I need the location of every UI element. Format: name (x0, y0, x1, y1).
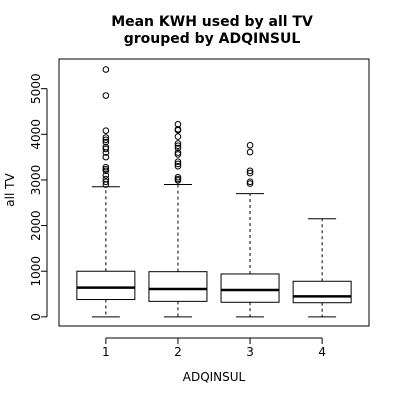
outlier-point (174, 162, 182, 170)
outlier-point (102, 145, 110, 153)
outlier-point (102, 127, 110, 134)
iqr-box (292, 280, 352, 304)
outlier-point (102, 66, 110, 73)
outlier-point (102, 181, 110, 188)
y-tick-label: 1000 (29, 256, 43, 287)
outlier-point (246, 141, 254, 149)
outlier-point (102, 165, 110, 173)
outlier-point (246, 167, 254, 175)
box-group-4 (292, 218, 352, 318)
outlier-point (174, 177, 182, 184)
y-tick-label: 2000 (29, 210, 43, 241)
outlier-point (102, 134, 110, 141)
outlier-point (174, 142, 182, 150)
outlier-point (174, 160, 182, 168)
outlier-point (102, 92, 110, 99)
outlier-point (174, 149, 182, 156)
outlier-point (174, 133, 182, 140)
outlier-point (246, 169, 254, 177)
box-group-1 (76, 66, 136, 318)
box-group-3 (220, 141, 280, 318)
outlier-point (102, 167, 110, 175)
iqr-box (76, 270, 136, 301)
chart-title-line2: grouped by ADQINSUL (124, 31, 301, 47)
outlier-point (102, 138, 110, 146)
x-tick-label: 4 (318, 345, 326, 359)
outlier-point (174, 126, 182, 134)
outlier-point (174, 140, 182, 147)
outlier-point (174, 144, 182, 152)
outlier-point (102, 178, 110, 186)
outlier-point (174, 151, 182, 158)
y-tick-label: 0 (29, 313, 43, 321)
outlier-point (174, 158, 182, 165)
y-tick-label: 3000 (29, 165, 43, 196)
x-axis-label: ADQINSUL (183, 370, 246, 384)
outlier-point (102, 153, 110, 161)
y-axis: 0 1000 2000 3000 4000 5000 (29, 73, 48, 321)
box-series (76, 66, 352, 318)
y-tick-label: 4000 (29, 119, 43, 150)
outlier-point (174, 173, 182, 181)
y-tick-label: 5000 (29, 73, 43, 104)
plot-area (58, 58, 370, 327)
x-tick-label: 1 (102, 345, 110, 359)
outlier-point (246, 178, 254, 186)
x-tick-label: 2 (174, 345, 182, 359)
x-axis: 1 2 3 4 (102, 337, 326, 359)
iqr-box (148, 271, 208, 302)
y-axis-label: all TV (3, 173, 17, 207)
outlier-point (102, 149, 110, 156)
box-group-2 (148, 120, 208, 318)
outlier-point (246, 180, 254, 187)
chart-title-line1: Mean KWH used by all TV (111, 14, 313, 30)
outlier-point (102, 136, 110, 144)
outlier-point (102, 163, 110, 171)
iqr-box (220, 273, 280, 303)
x-tick-label: 3 (246, 345, 254, 359)
outlier-point (102, 172, 110, 179)
outlier-point (246, 148, 254, 156)
